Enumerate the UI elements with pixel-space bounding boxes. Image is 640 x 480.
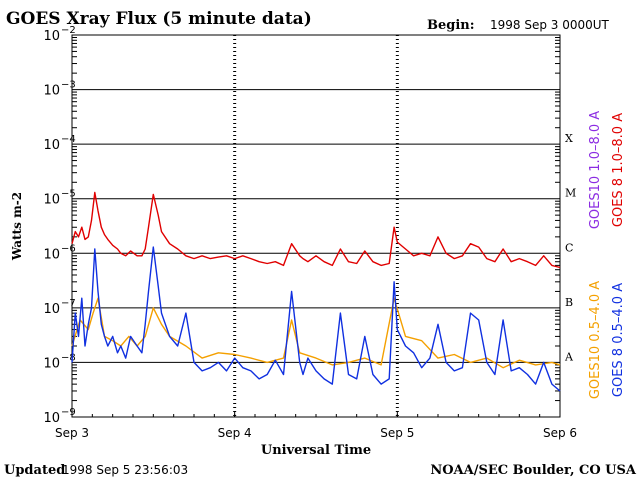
flare-class-label: C	[565, 241, 573, 254]
begin-value: 1998 Sep 3 0000UT	[490, 18, 610, 32]
y-tick-label: 10	[43, 138, 60, 153]
y-tick-exponent: −2	[61, 25, 76, 36]
y-tick-label: 10	[43, 29, 60, 44]
y-axis-label: Watts m-2	[10, 192, 24, 261]
y-tick-label: 10	[43, 356, 60, 371]
y-tick-label: 10	[43, 302, 60, 317]
footer-credit: NOAA/SEC Boulder, CO USA	[430, 463, 637, 478]
series-line	[71, 191, 561, 269]
series-group	[71, 191, 561, 392]
legend-entry: GOES 8 1.0–8.0 A	[611, 113, 626, 227]
x-axis-label: Universal Time	[261, 443, 371, 458]
y-tick-exponent: −7	[61, 298, 76, 309]
legend-entry: GOES 8 0.5–4.0 A	[611, 283, 626, 397]
x-tick-label: Sep 5	[380, 426, 414, 440]
legend: GOES10 1.0–8.0 A GOES 8 1.0–8.0 A GOES10 0…	[588, 111, 626, 399]
y-tick-exponent: −4	[61, 134, 76, 145]
y-tick-label: 10	[43, 84, 60, 99]
y-axis-ticks: 10−210−310−410−510−610−710−810−9	[43, 25, 560, 426]
flare-class-label: A	[564, 350, 574, 363]
y-tick-exponent: −5	[61, 189, 76, 200]
flare-class-labels: X M C B A	[564, 132, 576, 363]
flare-class-label: X	[565, 132, 573, 145]
y-tick-label: 10	[43, 411, 60, 426]
y-tick-exponent: −8	[61, 352, 76, 363]
legend-entry: GOES10 1.0–8.0 A	[588, 111, 603, 229]
x-tick-label: Sep 4	[218, 426, 252, 440]
x-axis-ticks: Sep 3 Sep 4 Sep 5 Sep 6	[55, 411, 577, 440]
begin-label: Begin:	[427, 18, 475, 33]
y-tick-exponent: −3	[61, 80, 76, 91]
y-tick-label: 10	[43, 247, 60, 262]
x-tick-label: Sep 6	[543, 426, 577, 440]
series-line	[71, 297, 561, 369]
y-tick-exponent: −9	[61, 407, 76, 418]
flare-class-label: B	[565, 296, 573, 309]
y-tick-label: 10	[43, 193, 60, 208]
y-tick-exponent: −6	[61, 243, 76, 254]
chart-title: GOES Xray Flux (5 minute data)	[6, 9, 312, 29]
x-tick-label: Sep 3	[55, 426, 89, 440]
series-line	[71, 246, 561, 392]
footer-updated-label: Updated	[4, 463, 65, 478]
footer-updated-value: 1998 Sep 5 23:56:03	[62, 463, 188, 477]
flare-class-label: M	[565, 187, 576, 200]
legend-entry: GOES10 0.5–4.0 A	[588, 281, 603, 399]
